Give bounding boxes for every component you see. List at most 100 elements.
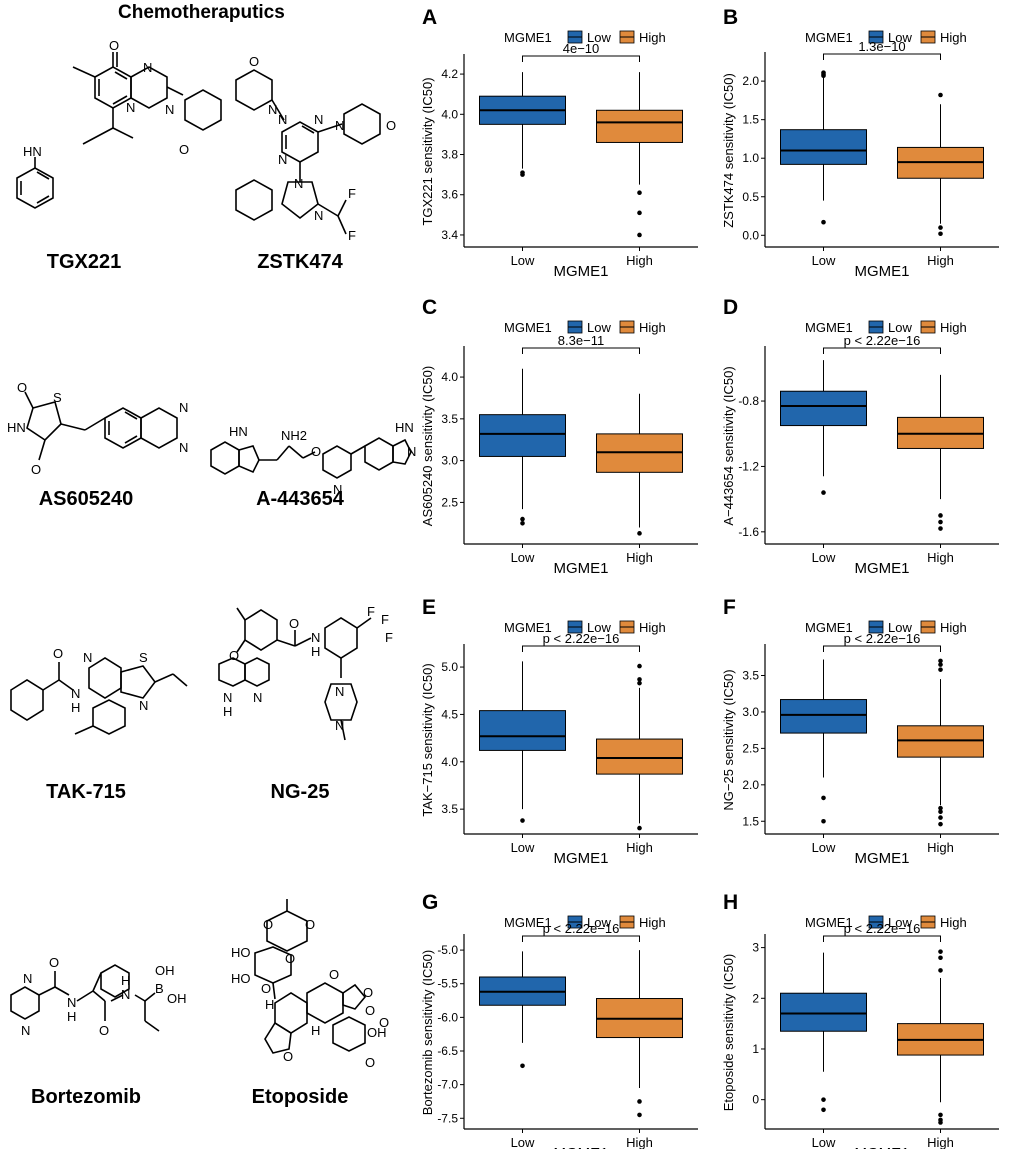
box-iqr (780, 390, 867, 427)
svg-text:HN: HN (229, 424, 248, 439)
legend-label-high: High (639, 620, 666, 635)
y-axis-label: Bortezomib sensitivity (IC50) (420, 950, 435, 1115)
box-iqr (596, 738, 683, 775)
legend-label-low: Low (888, 620, 912, 635)
legend-title: MGME1 (805, 320, 853, 335)
legend: MGME1 Low High (504, 320, 666, 335)
svg-text:N: N (314, 112, 323, 127)
boxplot-panel-g: G MGME1 Low High -7.5 -7.0 -6.5 -6.0 -5.5 -5.0Bor… (420, 891, 698, 1149)
outlier-point (520, 1063, 525, 1069)
svg-text:HN: HN (395, 420, 414, 435)
legend-label-low: Low (587, 320, 611, 335)
svg-text:N: N (311, 630, 320, 645)
svg-text:O: O (305, 917, 315, 932)
svg-text:O: O (261, 981, 271, 996)
x-axis-label: MGME1 (553, 1145, 608, 1149)
y-tick-label: -6.5 (437, 1044, 458, 1058)
box-iqr (780, 699, 867, 734)
svg-text:H: H (121, 973, 130, 988)
svg-text:O: O (283, 1049, 293, 1064)
x-tick-label-high: High (927, 550, 954, 565)
box-iqr (897, 725, 984, 758)
outlier-point (938, 968, 943, 973)
significance-bracket: p < 2.22e−16 (823, 631, 941, 652)
x-axis-label: MGME1 (854, 560, 909, 577)
boxplot-panel-h: H MGME1 Low High 0 1 2 3 Etoposide sensitivity (… (721, 891, 999, 1149)
bracket-line (823, 645, 941, 652)
outlier-point (637, 680, 642, 686)
box-low (479, 72, 566, 177)
svg-text:O: O (365, 1055, 375, 1070)
box-low (780, 952, 867, 1113)
p-value-label: p < 2.22e−16 (543, 921, 620, 936)
svg-text:O: O (329, 967, 339, 982)
svg-text:N: N (83, 650, 92, 665)
svg-text:HN: HN (23, 144, 42, 159)
p-value-label: 4e−10 (563, 41, 600, 56)
y-axis-label: TGX221 sensitivity (IC50) (420, 77, 435, 225)
svg-text:N: N (121, 987, 130, 1002)
outlier-point (938, 805, 943, 811)
box-high (897, 374, 984, 531)
svg-text:O: O (17, 380, 27, 395)
x-axis-label: MGME1 (553, 850, 608, 867)
outlier-point (637, 1112, 642, 1118)
outlier-point (821, 818, 826, 824)
svg-text:O: O (386, 118, 396, 133)
svg-text:O: O (285, 951, 295, 966)
svg-text:H: H (223, 704, 232, 719)
outlier-point (821, 1107, 826, 1113)
box-high (596, 393, 683, 536)
legend-label-high: High (639, 30, 666, 45)
etoposide-structure: O O HO O HO O O O H H O O OH O O (231, 899, 389, 1070)
x-tick-label-high: High (927, 253, 954, 268)
x-tick-label-low: Low (511, 1135, 535, 1149)
outlier-point (637, 210, 642, 216)
outlier-point (520, 170, 525, 175)
legend: MGME1 Low High (805, 620, 967, 635)
bracket-line (823, 53, 941, 60)
legend: MGME1 Low High (504, 915, 666, 930)
p-value-label: p < 2.22e−16 (543, 631, 620, 646)
outlier-point (938, 513, 943, 518)
y-tick-label: 3.8 (441, 148, 458, 162)
svg-text:O: O (31, 462, 41, 477)
svg-text:S: S (139, 650, 148, 665)
outlier-point (938, 815, 943, 820)
y-axis-label: AS605240 sensitivity (IC50) (420, 366, 435, 526)
panel-letter: F (723, 596, 736, 619)
bracket-line (823, 347, 941, 354)
significance-bracket: 1.3e−10 (823, 39, 941, 60)
x-tick-label-low: Low (812, 1135, 836, 1149)
svg-text:N: N (335, 118, 344, 133)
svg-text:OH: OH (367, 1025, 387, 1040)
svg-text:B: B (155, 981, 164, 996)
box-low (479, 661, 566, 823)
y-tick-label: 2 (752, 991, 759, 1005)
p-value-label: p < 2.22e−16 (844, 333, 921, 348)
outlier-point (821, 490, 826, 495)
y-tick-label: 1.5 (742, 814, 759, 828)
svg-text:N: N (333, 482, 342, 497)
outlier-point (520, 818, 525, 823)
box-high (596, 663, 683, 831)
legend-label-high: High (639, 320, 666, 335)
y-tick-label: 4.5 (441, 707, 458, 721)
box-high (897, 658, 984, 827)
tgx221-structure: O N N N O HN (16, 38, 222, 209)
boxplot-panel-d: D MGME1 Low High -1.6 -1.2 -0.8A−443654 sensit… (721, 296, 999, 577)
boxplot-panel-f: F MGME1 Low High 1.5 2.0 2.5 3.0 3.5 NG−25 sensit… (721, 596, 999, 867)
outlier-point (637, 825, 642, 831)
box-iqr (479, 710, 566, 751)
y-tick-label: 2.5 (441, 495, 458, 509)
panel-letter: E (422, 596, 436, 619)
svg-text:N: N (71, 686, 80, 701)
outlier-point (520, 520, 525, 526)
y-tick-label: 0.5 (742, 190, 759, 204)
y-tick-label: 4.0 (441, 755, 458, 769)
svg-text:H: H (67, 1009, 76, 1024)
box-iqr (479, 414, 566, 457)
boxplot-panel-b: B MGME1 Low High 0.0 0.5 1.0 1.5 2.0 ZSTK474 sens… (721, 6, 999, 280)
box-iqr (780, 129, 867, 165)
outlier-point (938, 809, 943, 815)
